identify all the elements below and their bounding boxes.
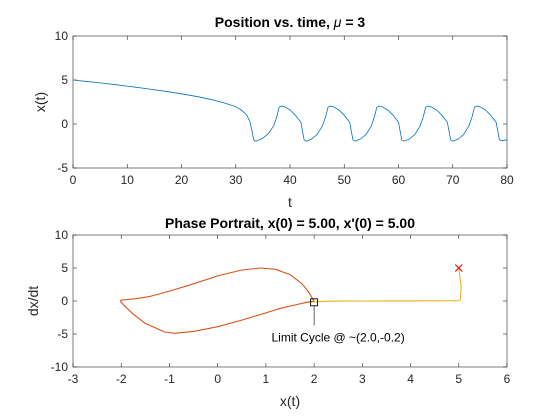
phase-portrait-xtick-label: -1	[164, 372, 175, 386]
phase-portrait-xtick-label: 4	[407, 372, 414, 386]
phase-portrait-lines	[119, 267, 462, 334]
time-series-chart: Position vs. time, μ = 3 0 10 20 30 40 50 60 70…	[32, 14, 514, 210]
end-marker-square	[310, 298, 319, 307]
time-series-title: Position vs. time, μ = 3	[215, 14, 366, 30]
phase-portrait-xtick-label: 1	[263, 372, 270, 386]
time-series-xtick-label: 80	[500, 173, 514, 187]
phase-portrait-ytick-label: 0	[61, 294, 68, 308]
phase-portrait-ytick-label: -5	[57, 327, 68, 341]
phase-portrait-markers	[310, 264, 463, 326]
phase-portrait-xtick-label: -3	[68, 372, 79, 386]
limit-cycle-annotation: Limit Cycle @ ~(2.0,-0.2)	[272, 330, 405, 344]
time-series-ytick-label: 10	[55, 29, 69, 43]
time-series-ytick-label: 5	[61, 73, 68, 87]
phase-portrait-ytick-label: -10	[51, 360, 69, 374]
phase-portrait-xlabel: x(t)	[280, 393, 300, 409]
phase-portrait-xtick-label: 2	[311, 372, 318, 386]
time-series-xtick-label: 30	[229, 173, 243, 187]
phase-portrait-series-line-1	[119, 267, 315, 334]
phase-portrait-ytick-label: 5	[61, 261, 68, 275]
phase-portrait-ytick-label: 10	[55, 228, 69, 242]
time-series-plot-area	[72, 35, 508, 169]
phase-portrait-xtick-label: 5	[455, 372, 462, 386]
time-series-ytick-label: -5	[57, 161, 68, 175]
time-series-lines	[72, 79, 508, 142]
time-series-xtick-label: 0	[70, 173, 77, 187]
phase-portrait-xtick-label: -2	[116, 372, 127, 386]
time-series-ylabel: x(t)	[32, 92, 48, 112]
time-series-xtick-label: 70	[446, 173, 460, 187]
mu-symbol: μ	[333, 14, 342, 30]
time-series-xtick-label: 50	[338, 173, 352, 187]
time-series-series-line-0	[72, 79, 508, 142]
phase-portrait-xtick-label: 6	[504, 372, 511, 386]
time-series-xtick-label: 20	[175, 173, 189, 187]
phase-portrait-xtick-label: 0	[214, 372, 221, 386]
phase-portrait-title: Phase Portrait, x(0) = 5.00, x'(0) = 5.0…	[165, 215, 415, 231]
phase-portrait-xtick-label: 3	[359, 372, 366, 386]
phase-portrait-series-line-0	[304, 267, 462, 303]
time-series-ytick-label: 0	[61, 117, 68, 131]
time-series-xtick-label: 40	[283, 173, 297, 187]
phase-portrait-ylabel: dx/dt	[25, 286, 41, 316]
start-marker-x	[454, 264, 463, 272]
time-series-xtick-label: 60	[392, 173, 406, 187]
time-series-xlabel: t	[288, 194, 292, 210]
phase-portrait-chart: Phase Portrait, x(0) = 5.00, x'(0) = 5.0…	[25, 215, 511, 409]
time-series-xtick-label: 10	[121, 173, 135, 187]
